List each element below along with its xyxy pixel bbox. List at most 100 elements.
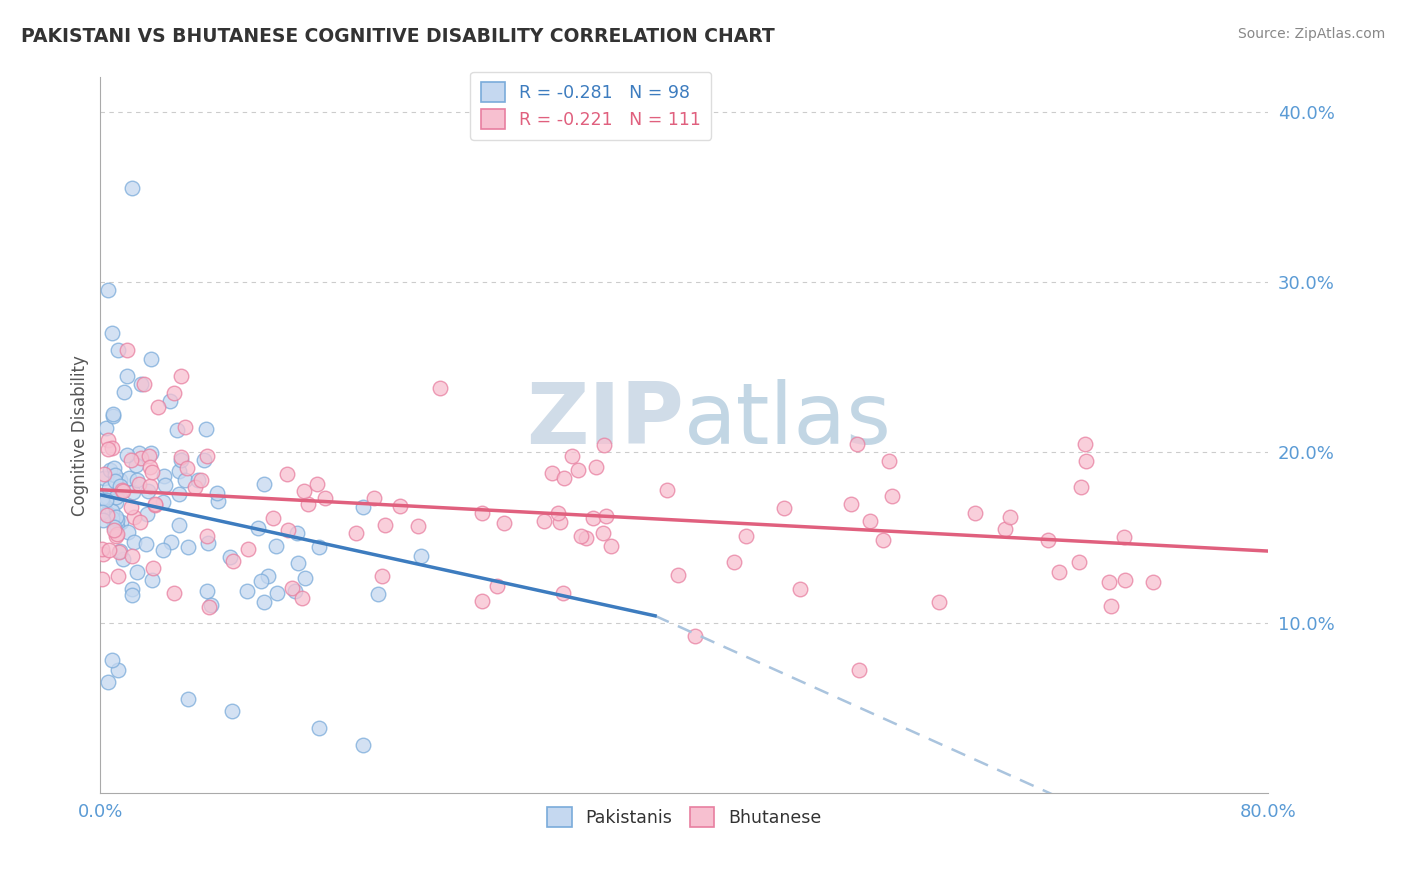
Point xyxy=(314,491,336,505)
Point xyxy=(115,448,138,462)
Point xyxy=(222,554,245,568)
Point xyxy=(121,484,143,499)
Point xyxy=(297,497,319,511)
Point xyxy=(107,526,129,541)
Point xyxy=(547,506,569,520)
Point xyxy=(551,586,574,600)
Point xyxy=(281,581,304,595)
Point xyxy=(872,533,894,547)
Point xyxy=(593,438,616,452)
Point xyxy=(177,540,200,554)
Point xyxy=(101,511,124,525)
Point xyxy=(1070,480,1092,494)
Point xyxy=(367,587,389,601)
Point xyxy=(128,446,150,460)
Point xyxy=(141,574,163,588)
Point xyxy=(963,506,986,520)
Point xyxy=(141,351,163,366)
Point xyxy=(101,653,124,667)
Point xyxy=(200,598,222,612)
Point xyxy=(97,675,120,690)
Point xyxy=(112,484,135,499)
Point xyxy=(105,490,128,504)
Point xyxy=(174,473,197,487)
Point xyxy=(143,497,166,511)
Point xyxy=(91,547,114,561)
Point xyxy=(655,483,678,498)
Point xyxy=(666,567,689,582)
Point xyxy=(253,595,276,609)
Point xyxy=(108,478,131,492)
Point xyxy=(169,368,191,383)
Point xyxy=(1036,533,1059,547)
Point xyxy=(352,500,374,514)
Point xyxy=(1114,573,1136,587)
Point xyxy=(141,446,163,460)
Point xyxy=(198,600,221,615)
Point xyxy=(136,508,159,522)
Point xyxy=(93,467,115,481)
Point xyxy=(193,453,215,467)
Point xyxy=(294,571,316,585)
Point xyxy=(253,476,276,491)
Point xyxy=(96,421,118,435)
Point xyxy=(841,497,863,511)
Point xyxy=(561,450,583,464)
Point xyxy=(104,474,127,488)
Point xyxy=(118,471,141,485)
Point xyxy=(139,459,162,474)
Point xyxy=(105,495,128,509)
Point xyxy=(262,511,284,525)
Point xyxy=(134,377,156,392)
Point xyxy=(90,542,112,557)
Point xyxy=(103,523,125,537)
Point xyxy=(553,471,575,485)
Point xyxy=(195,584,218,599)
Point xyxy=(256,568,278,582)
Point xyxy=(291,591,314,605)
Point xyxy=(994,522,1017,536)
Point xyxy=(540,466,562,480)
Point xyxy=(90,572,112,586)
Point xyxy=(389,499,412,513)
Point xyxy=(107,663,129,677)
Point xyxy=(141,465,163,479)
Point xyxy=(121,582,143,596)
Point xyxy=(285,526,308,541)
Point xyxy=(96,508,118,522)
Point xyxy=(207,493,229,508)
Point xyxy=(363,491,385,505)
Point xyxy=(197,536,219,550)
Point xyxy=(159,535,181,549)
Point xyxy=(103,520,125,534)
Point xyxy=(429,380,451,394)
Point xyxy=(120,500,142,514)
Point xyxy=(219,550,242,565)
Point xyxy=(159,394,181,409)
Point xyxy=(183,480,205,494)
Point xyxy=(205,485,228,500)
Point xyxy=(152,469,174,483)
Point xyxy=(1098,575,1121,590)
Point xyxy=(152,495,174,509)
Point xyxy=(120,453,142,467)
Point xyxy=(128,516,150,530)
Point xyxy=(101,407,124,421)
Point xyxy=(575,531,598,545)
Point xyxy=(101,504,124,518)
Point xyxy=(848,663,870,677)
Point xyxy=(121,181,143,195)
Point xyxy=(1074,437,1097,451)
Point xyxy=(592,525,614,540)
Point xyxy=(117,524,139,539)
Legend: Pakistanis, Bhutanese: Pakistanis, Bhutanese xyxy=(540,800,828,834)
Point xyxy=(735,529,758,543)
Point xyxy=(90,505,112,519)
Point xyxy=(287,557,309,571)
Point xyxy=(167,464,190,478)
Point xyxy=(96,506,118,520)
Point xyxy=(108,545,131,559)
Point xyxy=(486,579,509,593)
Point xyxy=(96,490,118,504)
Point xyxy=(595,508,617,523)
